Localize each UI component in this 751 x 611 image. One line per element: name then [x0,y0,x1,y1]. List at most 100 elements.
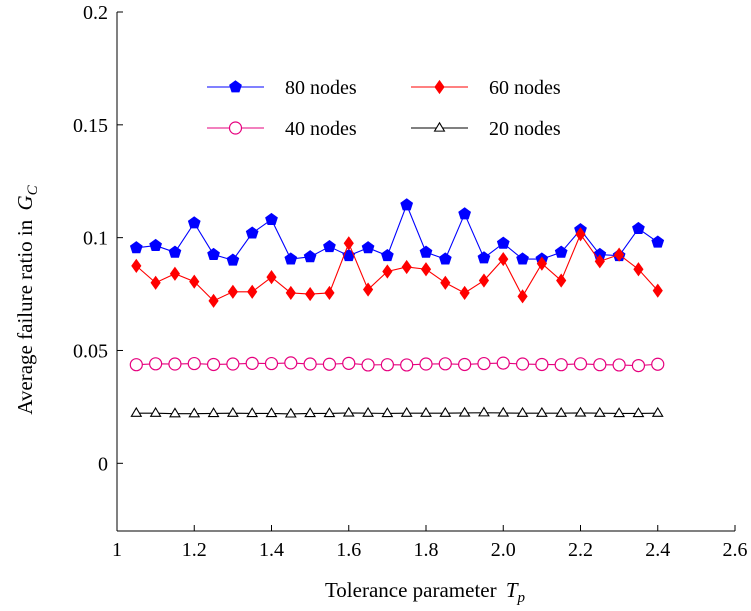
data-point [554,245,568,258]
data-point [613,407,626,418]
x-tick-label: 1.2 [182,539,207,561]
data-point [304,407,317,418]
data-point [517,289,528,304]
legend-entry-60-nodes: 60 nodes [411,77,561,99]
data-point [303,357,317,371]
data-point [632,221,645,235]
data-point [226,253,240,266]
data-point [207,247,220,260]
series-line [136,412,658,415]
data-point [361,358,375,372]
data-point [651,357,665,371]
data-point [458,357,472,372]
data-point [438,252,452,265]
y-tick-label: 0 [98,453,108,475]
data-point [478,406,490,417]
data-point [401,259,412,275]
data-point [129,241,143,254]
data-point [342,356,356,370]
y-axis-label-variable: G [13,195,37,210]
data-point [614,247,625,262]
data-point [633,262,644,277]
y-axis-label-text: Average failure ratio in [13,219,37,414]
x-tick-label: 1.8 [414,539,439,561]
legend-entry-20-nodes: 20 nodes [411,118,561,140]
data-point [594,254,605,269]
y-tick-label: 0.05 [73,340,108,362]
data-point [226,357,240,371]
data-point [362,406,374,417]
legend-label: 20 nodes [489,118,561,140]
data-point [419,357,433,371]
data-point [245,226,259,239]
data-point [631,358,646,373]
data-point [284,356,298,370]
data-point [362,282,374,297]
data-point [207,407,220,418]
data-point [556,273,567,288]
data-point [458,406,471,417]
data-point [245,356,259,370]
data-point [265,407,278,418]
data-point [593,406,606,417]
data-point [477,251,491,264]
data-point [149,238,162,251]
y-tick-label: 0.1 [83,228,108,250]
data-point [189,274,200,289]
data-point [380,358,394,372]
data-point [498,252,509,267]
data-point [573,357,588,371]
legend-label: 40 nodes [285,118,357,140]
data-point [265,212,278,226]
data-point [285,285,296,301]
legend-marker [228,121,243,135]
x-tick-label: 2.6 [723,539,748,561]
legend-label: 80 nodes [285,77,357,99]
data-point [575,227,586,242]
data-point [208,293,219,308]
data-point [478,273,490,288]
data-point [420,406,432,417]
data-point [227,284,238,299]
y-axis-label-subscript: C [25,184,41,195]
x-axis-label-text: Tolerance parameter [325,578,497,602]
data-point [612,358,626,372]
data-point [169,266,181,281]
x-axis-ticks: 1 1.2 1.4 1.6 1.8 2.0 2.2 2.4 2.6 [112,525,748,561]
y-tick-label: 0.2 [83,2,108,24]
y-tick-label: 0.15 [73,115,108,137]
data-point [188,407,201,418]
data-point [535,406,548,417]
data-point [496,356,510,370]
data-point [651,235,665,248]
data-point [305,286,316,302]
data-point [400,198,414,211]
data-point [516,406,529,417]
data-point [149,357,163,371]
series-40-nodes [129,356,665,373]
data-point [440,275,451,290]
data-point [419,245,433,258]
y-axis-ticks: 0 0.05 0.1 0.15 0.2 [73,2,123,475]
data-point [206,357,221,372]
x-tick-label: 1.6 [336,539,361,561]
chart-legend: 80 nodes 60 nodes 40 nodes 20 nodes [207,77,561,140]
legend-marker [433,121,446,132]
data-point [632,407,645,418]
data-point [400,406,413,417]
data-point [303,250,317,263]
data-point [381,407,394,418]
x-axis-label-variable: T [506,578,519,602]
data-point [168,245,182,258]
x-tick-label: 1.4 [259,539,284,561]
data-point [323,407,336,418]
data-point [438,357,452,371]
data-point [168,357,182,371]
data-point [554,358,568,372]
data-point [516,252,529,265]
data-point [322,357,337,371]
legend-marker [434,79,445,95]
series-line [135,233,659,302]
data-point [226,406,239,417]
data-point [497,406,510,417]
